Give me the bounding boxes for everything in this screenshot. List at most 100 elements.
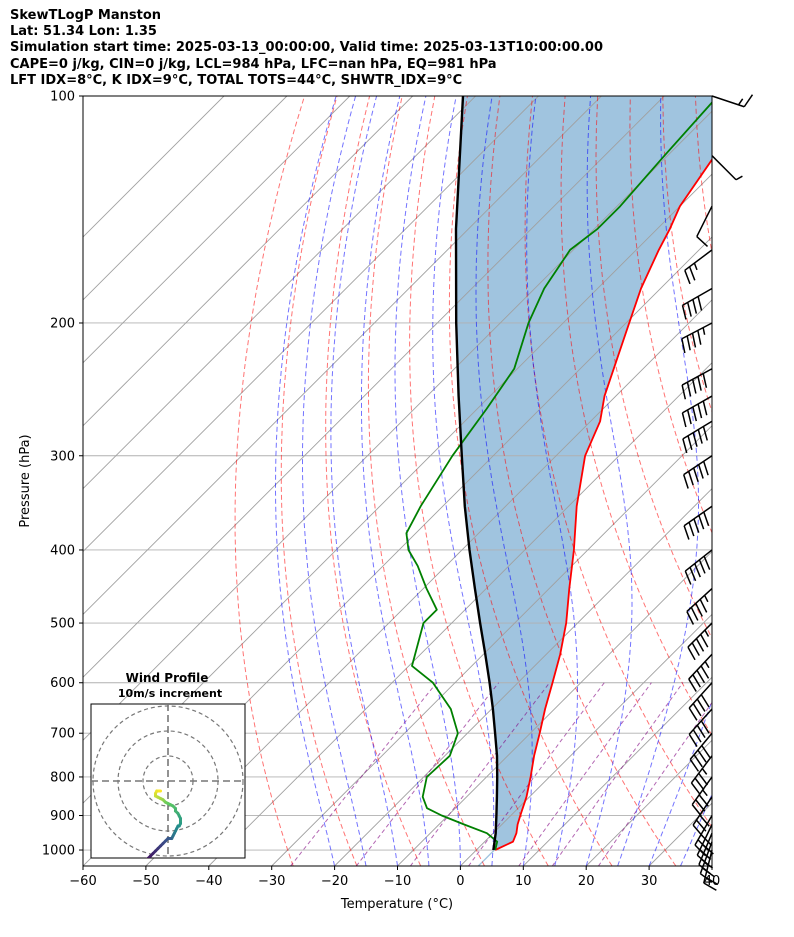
- moist-adiabat-line: [711, 864, 712, 866]
- wind-barb: [681, 287, 713, 320]
- wind-barb-half-flag: [702, 789, 708, 797]
- chart-header: SkewTLogP Manston Lat: 51.34 Lon: 1.35 S…: [10, 8, 790, 89]
- y-tick-label: 800: [50, 770, 75, 785]
- plot-area: [83, 96, 794, 866]
- y-tick-label: 200: [50, 316, 75, 331]
- moist-adiabats-layer: [275, 96, 712, 866]
- wind-barb-flag: [686, 611, 695, 625]
- wind-barb-flag: [697, 330, 702, 345]
- wind-barb-flag: [693, 754, 703, 768]
- wind-barb-staff: [682, 287, 713, 307]
- wind-barb: [696, 205, 713, 247]
- wind-barb: [684, 549, 713, 585]
- wind-barb-flag: [692, 674, 701, 688]
- wind-barb-flag: [700, 720, 710, 734]
- mixing-ratio-line: [468, 682, 605, 866]
- dry-adiabat-line: [448, 96, 613, 866]
- wind-barb: [681, 368, 713, 400]
- wind-barb-half-flag: [737, 98, 744, 106]
- wind-barb-staff: [690, 755, 713, 784]
- wind-barb: [689, 732, 713, 772]
- wind-barb-flag: [743, 94, 754, 108]
- mixing-ratio-line: [551, 682, 684, 866]
- wind-barb-flag: [702, 400, 708, 416]
- wind-barb-flag: [695, 603, 703, 617]
- wind-barb-flag: [699, 873, 713, 883]
- wind-barb-flag: [696, 236, 709, 247]
- wind-barb-flag: [698, 772, 709, 786]
- wind-barb-flag: [695, 799, 706, 812]
- wind-barb: [686, 587, 713, 625]
- wind-barb-flag: [697, 376, 702, 391]
- dry-adiabat-line: [728, 96, 794, 866]
- wind-barb-staff: [711, 95, 745, 108]
- wind-barb-flag: [691, 804, 702, 817]
- wind-barb-flag: [681, 305, 687, 320]
- wind-barb-flag: [688, 678, 697, 692]
- wind-barb-flag: [695, 819, 707, 832]
- moist-adiabat-line: [302, 96, 367, 866]
- wind-barb: [692, 796, 713, 837]
- moist-adiabat-line: [680, 793, 712, 866]
- wind-barb: [691, 776, 713, 817]
- dry-adiabat-line: [280, 96, 358, 866]
- parcel-profile: [454, 96, 499, 851]
- x-tick-label: 10: [515, 874, 532, 889]
- dewpoint-profile: [405, 101, 712, 851]
- wind-barb-flag: [700, 633, 709, 648]
- mixing-ratio-layer: [290, 682, 712, 866]
- wind-barb-flag: [703, 882, 717, 891]
- x-tick-label: 20: [578, 874, 595, 889]
- wind-barb-staff: [682, 395, 713, 414]
- simulation-times: Simulation start time: 2025-03-13_00:00:…: [10, 40, 603, 56]
- isotherm-line: [460, 613, 712, 866]
- wind-barb-staff: [711, 155, 737, 181]
- wind-barb-flag: [687, 646, 696, 661]
- station-coordinates: Lat: 51.34 Lon: 1.35: [10, 24, 157, 40]
- wind-barb: [682, 420, 713, 454]
- y-tick-label: 300: [50, 449, 75, 464]
- wind-barb-flag: [683, 525, 690, 540]
- y-tick-label: 500: [50, 617, 75, 632]
- isotherm-line: [271, 425, 712, 866]
- hodograph-subtitle: 10m/s increment: [118, 687, 222, 700]
- isotherm-line: [83, 110, 712, 741]
- wind-barb-flag: [686, 302, 692, 317]
- wind-barb-flag: [695, 638, 705, 652]
- wind-barb-half-flag: [735, 175, 743, 181]
- moist-adiabat-line: [526, 96, 578, 866]
- moist-adiabat-line: [585, 96, 633, 866]
- x-tick-label: −50: [132, 874, 159, 889]
- wind-barb: [694, 815, 713, 856]
- isotherm-line: [83, 96, 351, 364]
- x-tick-label: −40: [195, 874, 222, 889]
- mixing-ratio-line: [597, 701, 712, 866]
- moist-adiabat-line: [330, 96, 398, 866]
- profiles-layer: [405, 96, 712, 851]
- wind-barb-flag: [696, 854, 709, 866]
- wind-barb-flag: [694, 777, 705, 791]
- x-tick-label: −20: [321, 874, 348, 889]
- wind-barb: [711, 155, 743, 181]
- wind-barb-flag: [697, 464, 704, 479]
- dry-adiabat-line: [662, 96, 712, 414]
- wind-barb-flag: [699, 598, 708, 613]
- moist-adiabat-line: [432, 96, 495, 866]
- isotherm-line: [334, 487, 712, 866]
- y-axis-label: Pressure (hPa): [18, 434, 33, 527]
- wind-barb-flag: [696, 698, 706, 712]
- wind-barb-staff: [684, 549, 713, 572]
- wind-barb-flag: [691, 333, 697, 348]
- wind-barb-flag: [692, 703, 702, 717]
- moist-adiabat-line: [361, 96, 430, 866]
- moist-adiabat-line: [275, 96, 337, 866]
- wind-barb-flag: [688, 266, 696, 281]
- wind-barb-flag: [702, 461, 709, 476]
- wind-barb-flag: [697, 403, 703, 419]
- y-tick-label: 700: [50, 727, 75, 742]
- wind-barb-flag: [681, 338, 686, 354]
- wind-barb: [681, 322, 713, 354]
- wind-barb-flag: [699, 814, 710, 827]
- x-tick-label: 0: [456, 874, 464, 889]
